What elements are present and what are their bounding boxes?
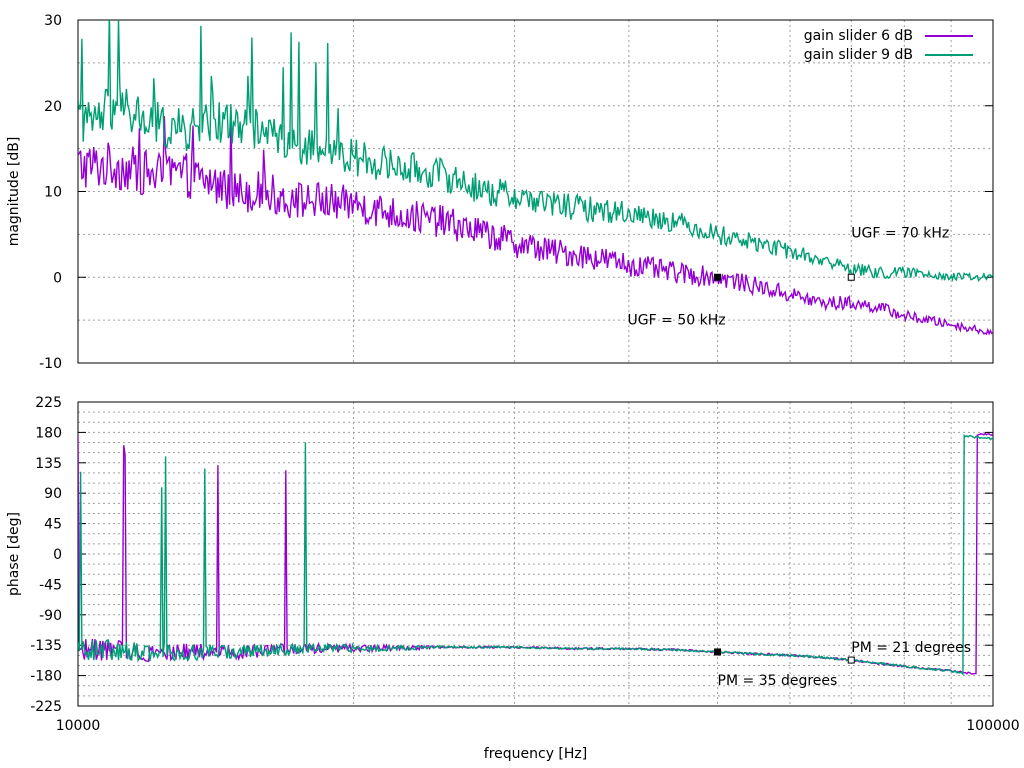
series-line bbox=[78, 432, 993, 675]
y-tick-label: 10 bbox=[44, 185, 62, 201]
y-tick-label: 225 bbox=[35, 395, 62, 411]
annotation-label: UGF = 50 kHz bbox=[628, 312, 726, 328]
y-tick-label: -45 bbox=[39, 577, 62, 593]
x-axis-label: frequency [Hz] bbox=[484, 746, 587, 762]
y-tick-label: 0 bbox=[53, 547, 62, 563]
series-line bbox=[78, 20, 993, 283]
annotation-label: PM = 35 degrees bbox=[718, 673, 838, 689]
legend-label: gain slider 6 dB bbox=[804, 28, 913, 44]
y-tick-label: -135 bbox=[30, 638, 62, 654]
annotation-marker bbox=[714, 273, 722, 281]
y-axis-label: magnitude [dB] bbox=[6, 137, 22, 247]
y-tick-label: 20 bbox=[44, 99, 62, 115]
y-tick-label: 45 bbox=[44, 517, 62, 533]
y-axis-label: phase [deg] bbox=[6, 512, 22, 596]
annotation-label: PM = 21 degrees bbox=[851, 640, 971, 656]
annotation-marker bbox=[847, 273, 855, 281]
annotation-marker bbox=[714, 648, 722, 656]
series-line bbox=[78, 433, 993, 677]
series-line bbox=[78, 113, 993, 336]
y-tick-label: 0 bbox=[53, 270, 62, 286]
y-tick-label: 90 bbox=[44, 486, 62, 502]
magnitude-panel: -10 0 10 20 30 magnitude [dB] UGF = 50 kHz UGF … bbox=[6, 13, 994, 372]
annotation-label: UGF = 70 kHz bbox=[851, 225, 949, 241]
legend-label: gain slider 9 dB bbox=[804, 47, 913, 63]
y-tick-label: -225 bbox=[30, 699, 62, 715]
plot-frame bbox=[77, 19, 994, 364]
y-tick-label: -180 bbox=[30, 669, 62, 685]
annotation-marker bbox=[847, 656, 855, 664]
y-tick-label: 30 bbox=[44, 13, 62, 29]
phase-panel: -225 -180 -135 -90 -45 0 45 90 135 180 225 10000 100… bbox=[6, 395, 1020, 762]
y-tick-label: 180 bbox=[35, 425, 62, 441]
x-tick-label: 10000 bbox=[56, 718, 101, 734]
y-tick-label: -90 bbox=[39, 608, 62, 624]
x-tick-label: 100000 bbox=[966, 718, 1019, 734]
y-tick-label: 135 bbox=[35, 456, 62, 472]
y-tick-label: -10 bbox=[39, 356, 62, 372]
